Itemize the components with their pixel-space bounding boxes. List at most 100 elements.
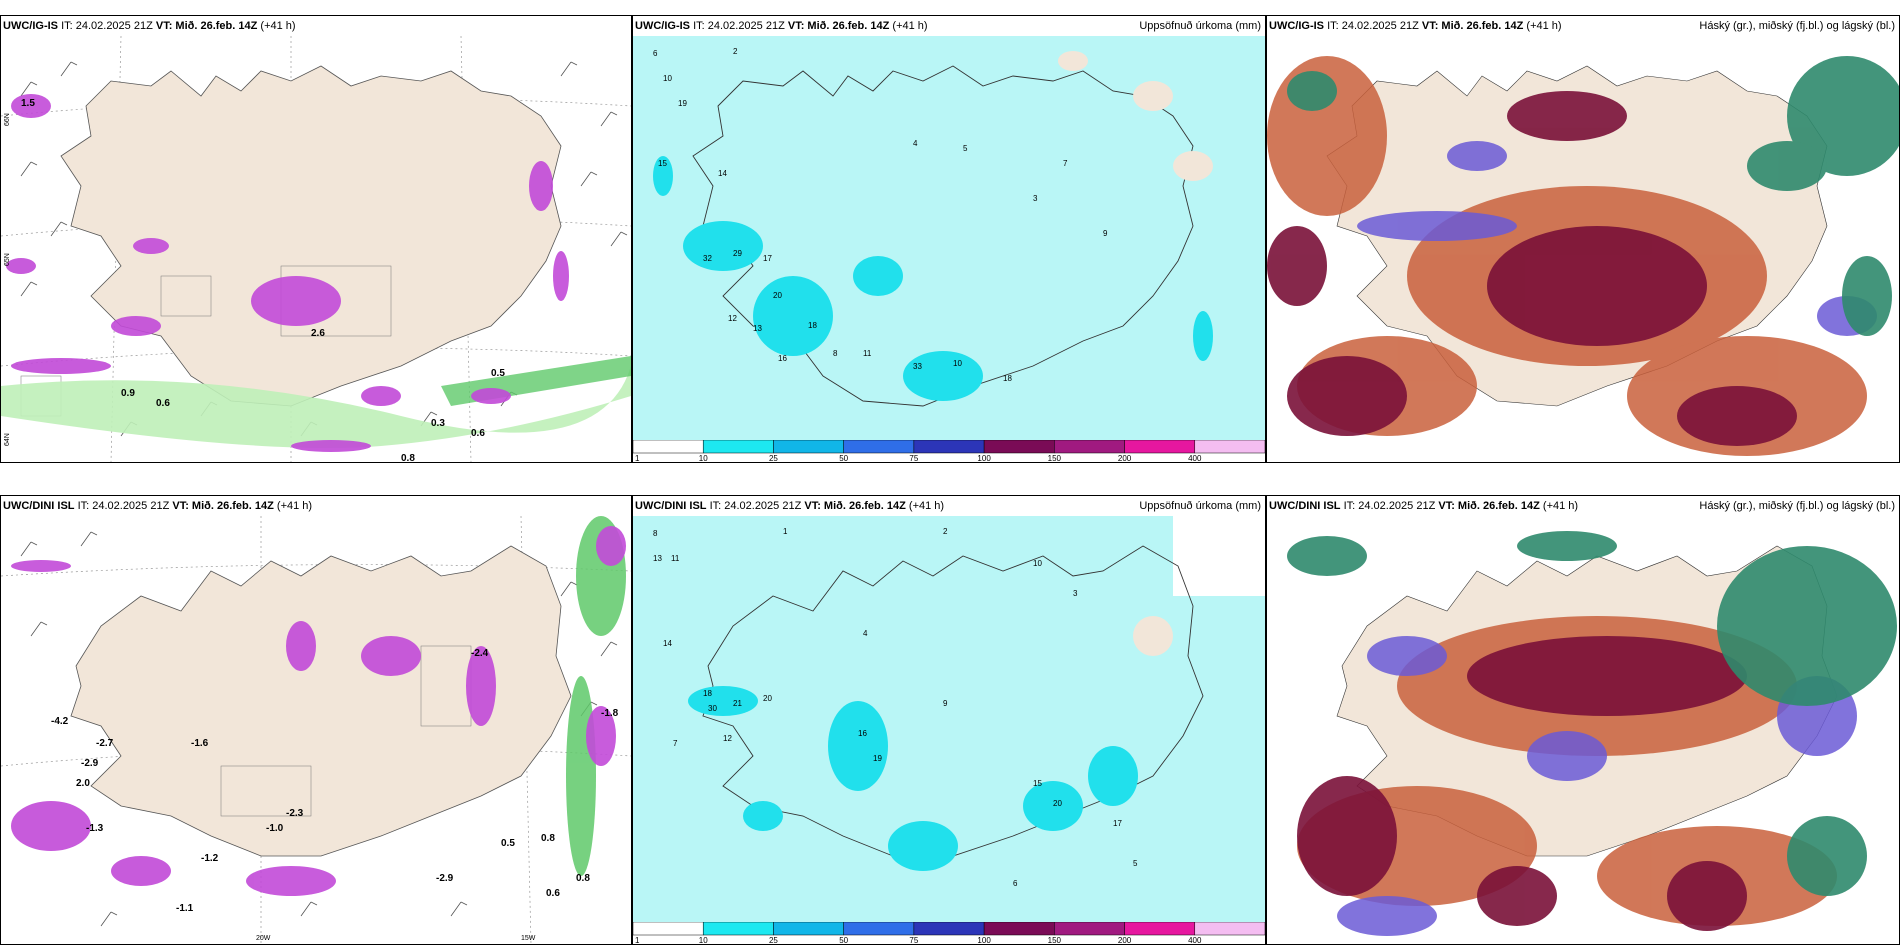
map-title: Uppsöfnuð úrkoma (mm) xyxy=(1139,20,1261,32)
map-svg xyxy=(1267,36,1899,462)
value-label: 32 xyxy=(703,254,712,263)
value-label: 18 xyxy=(1003,374,1012,383)
value-label: 5 xyxy=(1133,859,1138,868)
colorbar-swatch xyxy=(843,921,915,936)
init-time: IT: 24.02.2025 21Z xyxy=(1327,20,1419,32)
value-label: -2.3 xyxy=(286,808,304,819)
value-label: -1.3 xyxy=(86,823,104,834)
value-label: 3 xyxy=(1073,589,1078,598)
value-label: -1.6 xyxy=(191,738,209,749)
colorbar-label: 25 xyxy=(769,454,778,462)
value-label: 19 xyxy=(873,754,882,763)
colorbar-label: 150 xyxy=(1048,454,1062,462)
colorbar-svg: 1 10 25 50 75 100 150 200 400 xyxy=(633,921,1265,944)
colorbar-label: 50 xyxy=(839,454,848,462)
model-name: UWC/IG-IS xyxy=(1269,20,1324,32)
map-svg: 2.6 0.5 0.6 0.9 0.6 0.3 0.8 1.5 66N 65N … xyxy=(1,36,631,462)
value-label: -2.9 xyxy=(436,873,454,884)
value-label: -2.4 xyxy=(471,648,489,659)
colorbar-swatch xyxy=(843,439,915,454)
value-label: -2.7 xyxy=(96,738,114,749)
value-label: 0.9 xyxy=(121,388,135,399)
value-label: 4 xyxy=(913,139,918,148)
value-label: 1 xyxy=(783,527,788,536)
value-label: 18 xyxy=(808,321,817,330)
value-label: 0.6 xyxy=(156,398,170,409)
map-accumulated-precip[interactable]: 8 13 11 14 18 30 21 20 12 16 19 20 15 9 … xyxy=(633,516,1265,922)
model-name: UWC/IG-IS xyxy=(3,20,58,32)
map-wind-precip[interactable]: -4.2 -2.7 -2.9 2.0 -1.6 -2.4 -1.8 -2.3 -… xyxy=(1,516,631,944)
colorbar-label: 25 xyxy=(769,936,778,944)
value-label: 20 xyxy=(1053,799,1062,808)
valid-time: Mið. 26.feb. 14Z xyxy=(175,20,258,32)
panel-top-middle: UWC/IG-IS IT: 24.02.2025 21Z VT: Mið. 26… xyxy=(632,15,1266,463)
valid-label: VT: xyxy=(155,20,173,32)
colorbar: 1 10 25 50 75 100 150 200 400 xyxy=(633,439,1265,462)
map-svg: -4.2 -2.7 -2.9 2.0 -1.6 -2.4 -1.8 -2.3 -… xyxy=(1,516,631,944)
value-label: 3 xyxy=(1033,194,1038,203)
value-label: 14 xyxy=(663,639,672,648)
map-wind-precip[interactable]: 2.6 0.5 0.6 0.9 0.6 0.3 0.8 1.5 66N 65N … xyxy=(1,36,631,462)
value-label: -1.2 xyxy=(201,853,219,864)
colorbar-label: 200 xyxy=(1118,454,1132,462)
colorbar-label: 100 xyxy=(977,454,991,462)
value-label: 4 xyxy=(863,629,868,638)
colorbar-swatch xyxy=(702,439,774,454)
value-label: 0.8 xyxy=(401,453,415,462)
colorbar-label: 50 xyxy=(839,936,848,944)
value-label: 11 xyxy=(671,554,680,563)
colorbar-label: 10 xyxy=(699,936,708,944)
lead-time: (+41 h) xyxy=(1542,500,1579,512)
value-label: 33 xyxy=(913,362,922,371)
value-label: 14 xyxy=(718,169,727,178)
lon-label: 15W xyxy=(521,935,536,942)
valid-label: VT: xyxy=(1421,20,1439,32)
value-label: -1.1 xyxy=(176,903,194,914)
map-title: Háský (gr.), miðský (fj.bl.) og lágský (… xyxy=(1699,500,1895,512)
valid-label: VT: xyxy=(804,500,821,512)
map-clouds[interactable] xyxy=(1267,36,1899,462)
value-label: 20 xyxy=(773,291,782,300)
model-name: UWC/DINI ISL xyxy=(1269,500,1341,512)
colorbar-swatch xyxy=(1124,439,1196,454)
lon-label: 20W xyxy=(256,935,271,942)
panel-top-right: UWC/IG-IS IT: 24.02.2025 21Z VT: Mið. 26… xyxy=(1266,15,1900,463)
value-label: 29 xyxy=(733,249,742,258)
colorbar-swatch xyxy=(913,439,985,454)
value-label: 10 xyxy=(1033,559,1042,568)
value-label: 16 xyxy=(778,354,787,363)
value-label: 8 xyxy=(833,349,838,358)
colorbar-swatch xyxy=(773,439,844,454)
value-label: 15 xyxy=(658,159,667,168)
value-label: 9 xyxy=(1103,229,1108,238)
colorbar-swatch xyxy=(983,439,1055,454)
map-accumulated-precip[interactable]: 6 2 10 19 15 14 32 29 17 20 18 12 13 16 … xyxy=(633,36,1265,440)
value-label: 0.5 xyxy=(501,838,515,849)
colorbar-label: 200 xyxy=(1118,936,1132,944)
value-label: 30 xyxy=(708,704,717,713)
valid-time: Mið. 26.feb. 14Z xyxy=(823,500,906,512)
colorbar-label: 100 xyxy=(977,936,991,944)
value-label: 12 xyxy=(723,734,732,743)
value-label: 0.3 xyxy=(431,418,445,429)
value-label: 11 xyxy=(863,349,872,358)
value-label: -1.0 xyxy=(266,823,284,834)
colorbar-swatch xyxy=(1194,921,1265,936)
map-svg: 8 13 11 14 18 30 21 20 12 16 19 20 15 9 … xyxy=(633,516,1265,922)
valid-time: Mið. 26.feb. 14Z xyxy=(1441,20,1524,32)
value-label: -2.9 xyxy=(81,758,99,769)
lat-label: 64N xyxy=(4,433,11,446)
value-label: 15 xyxy=(1033,779,1042,788)
colorbar-swatch xyxy=(773,921,844,936)
map-clouds[interactable] xyxy=(1267,516,1899,944)
valid-time: Mið. 26.feb. 14Z xyxy=(807,20,890,32)
colorbar-label: 400 xyxy=(1188,454,1202,462)
model-name: UWC/IG-IS xyxy=(635,20,690,32)
value-label: 8 xyxy=(653,529,658,538)
lead-time: (+41 h) xyxy=(892,20,928,32)
panel-bottom-middle: UWC/DINI ISL IT: 24.02.2025 21Z VT: Mið.… xyxy=(632,495,1266,945)
colorbar-label: 75 xyxy=(909,936,918,944)
colorbar-swatch xyxy=(633,921,704,936)
value-label: 7 xyxy=(1063,159,1068,168)
valid-label: VT: xyxy=(172,500,189,512)
